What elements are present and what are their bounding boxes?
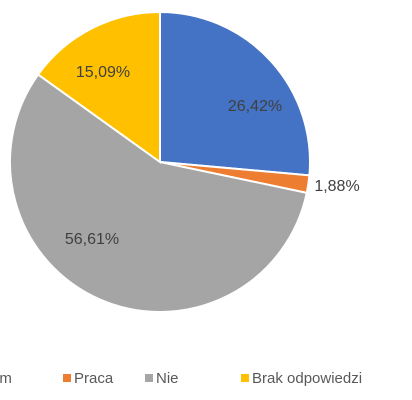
legend-label: Brak odpowiedzi xyxy=(252,370,362,387)
legend-label: Nie xyxy=(156,370,179,387)
data-label: 1,88% xyxy=(314,178,359,195)
data-label: 26,42% xyxy=(228,98,282,115)
data-label: 56,61% xyxy=(65,231,119,248)
legend-label: em xyxy=(0,370,12,387)
pie-slice xyxy=(9,73,308,313)
legend-label: Praca xyxy=(74,370,114,387)
legend-marker xyxy=(145,374,153,382)
data-label: 15,09% xyxy=(76,64,130,81)
pie-slice xyxy=(36,10,161,164)
legend-marker xyxy=(63,374,71,382)
legend-marker xyxy=(241,374,249,382)
pie-slice xyxy=(159,10,311,177)
